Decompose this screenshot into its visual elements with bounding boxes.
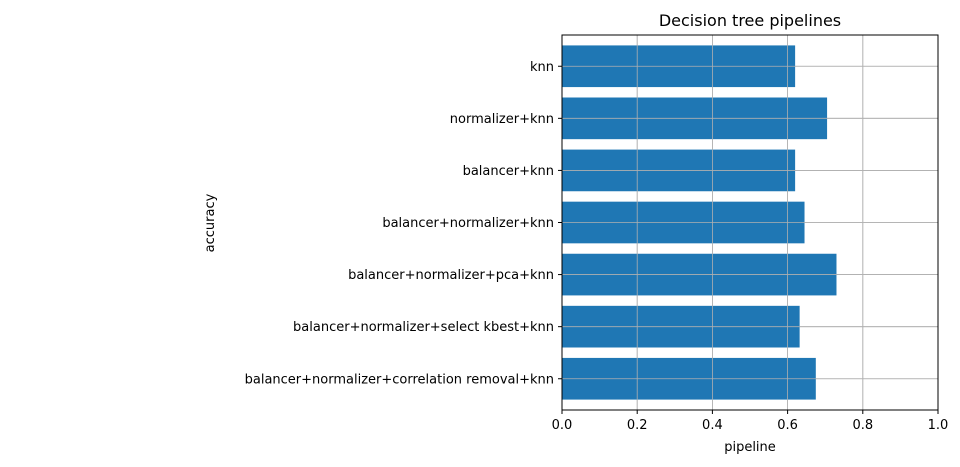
- y-tick-label: balancer+normalizer+pca+knn: [348, 268, 554, 283]
- y-tick-label: balancer+normalizer+correlation removal+…: [245, 372, 554, 387]
- y-tick-label: normalizer+knn: [450, 112, 554, 127]
- x-tick-label: 0.8: [852, 418, 873, 433]
- y-tick-label: balancer+normalizer+knn: [382, 216, 554, 231]
- x-tick-label: 0.6: [777, 418, 798, 433]
- y-tick-label: knn: [530, 60, 554, 75]
- y-axis-label: accuracy: [203, 193, 218, 252]
- x-tick-label: 1.0: [928, 418, 949, 433]
- bars-layer: [561, 35, 939, 410]
- y-tick-label: balancer+normalizer+select kbest+knn: [293, 320, 554, 335]
- x-tick-label: 0.4: [702, 418, 723, 433]
- x-tick-label: 0.2: [627, 418, 648, 433]
- x-tick-label: 0.0: [552, 418, 573, 433]
- chart-title: Decision tree pipelines: [659, 11, 841, 30]
- ticks-layer: 0.0 0.2 0.4 0.6 0.8 1.0 knn normalizer+knn balan…: [245, 60, 949, 433]
- y-tick-label: balancer+knn: [463, 164, 554, 179]
- x-axis-label: pipeline: [724, 440, 776, 455]
